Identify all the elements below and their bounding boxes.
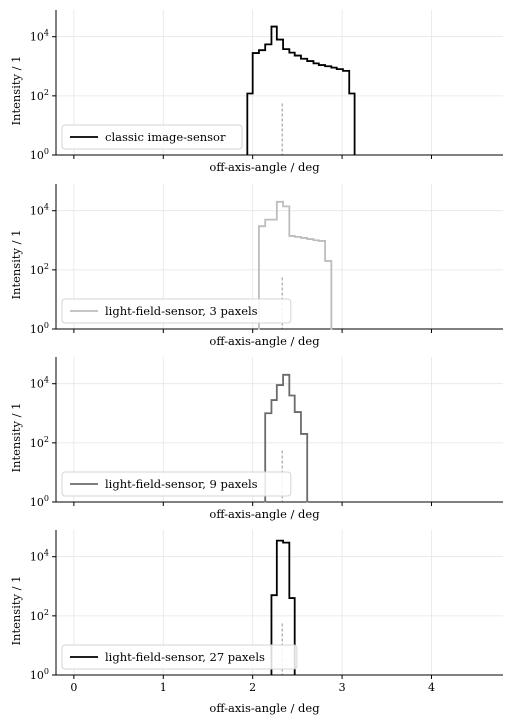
y-tick-exponent: 2 [44,608,49,617]
y-tick-exponent: 2 [44,435,49,444]
y-tick-exponent: 0 [44,667,49,676]
x-tick-label: 0 [70,681,77,694]
x-tick-label: 4 [428,681,435,694]
y-tick-label: 102 [30,608,49,623]
y-axis-label: Intensity / 1 [9,56,23,126]
x-axis-label: off-axis-angle / deg [209,160,320,174]
y-tick-exponent: 0 [44,321,49,330]
legend-label: classic image-sensor [105,130,226,144]
legend-label: light-field-sensor, 27 paxels [105,650,265,664]
series-line [258,200,333,330]
y-tick-label: 100 [30,667,49,682]
legend-box [61,298,292,324]
y-tick-base: 10 [30,437,44,450]
y-tick-exponent: 4 [44,203,49,212]
y-tick-base: 10 [30,610,44,623]
legend-label: light-field-sensor, 9 paxels [105,477,258,491]
y-tick-exponent: 4 [44,29,49,38]
series-line [264,373,309,503]
legend-label: light-field-sensor, 3 paxels [105,304,258,318]
x-axis-label: off-axis-angle / deg [209,507,320,521]
y-tick-base: 10 [30,669,44,682]
x-tick-label: 2 [249,681,256,694]
x-tick-label: 1 [160,681,167,694]
legend-box [61,644,298,670]
y-tick-exponent: 2 [44,88,49,97]
y-tick-base: 10 [30,205,44,218]
y-tick-base: 10 [30,323,44,336]
legend-box [61,471,292,497]
y-tick-exponent: 0 [44,147,49,156]
y-axis-label: Intensity / 1 [9,403,23,473]
y-tick-label: 102 [30,262,49,277]
y-tick-base: 10 [30,378,44,391]
y-tick-label: 100 [30,147,49,162]
y-tick-base: 10 [30,149,44,162]
y-tick-exponent: 4 [44,549,49,558]
legend: classic image-sensor [61,124,243,150]
y-axis-label: Intensity / 1 [9,576,23,646]
y-tick-label: 100 [30,321,49,336]
y-tick-exponent: 2 [44,262,49,271]
y-tick-label: 102 [30,88,49,103]
y-axis-label: Intensity / 1 [9,230,23,300]
y-tick-label: 104 [30,203,49,218]
legend-box [61,124,243,150]
legend: light-field-sensor, 27 paxels [61,644,298,670]
y-tick-base: 10 [30,496,44,509]
x-axis-label: off-axis-angle / deg [209,701,320,715]
x-axis-label: off-axis-angle / deg [209,334,320,348]
y-tick-base: 10 [30,31,44,44]
y-tick-exponent: 0 [44,494,49,503]
y-tick-label: 100 [30,494,49,509]
y-tick-base: 10 [30,90,44,103]
y-tick-label: 104 [30,29,49,44]
y-tick-label: 104 [30,376,49,391]
legend: light-field-sensor, 9 paxels [61,471,292,497]
y-tick-label: 104 [30,549,49,564]
legend: light-field-sensor, 3 paxels [61,298,292,324]
y-tick-base: 10 [30,264,44,277]
y-tick-base: 10 [30,551,44,564]
y-tick-label: 102 [30,435,49,450]
x-tick-label: 3 [339,681,346,694]
series-line [270,539,296,676]
series-line [246,25,356,156]
y-tick-exponent: 4 [44,376,49,385]
